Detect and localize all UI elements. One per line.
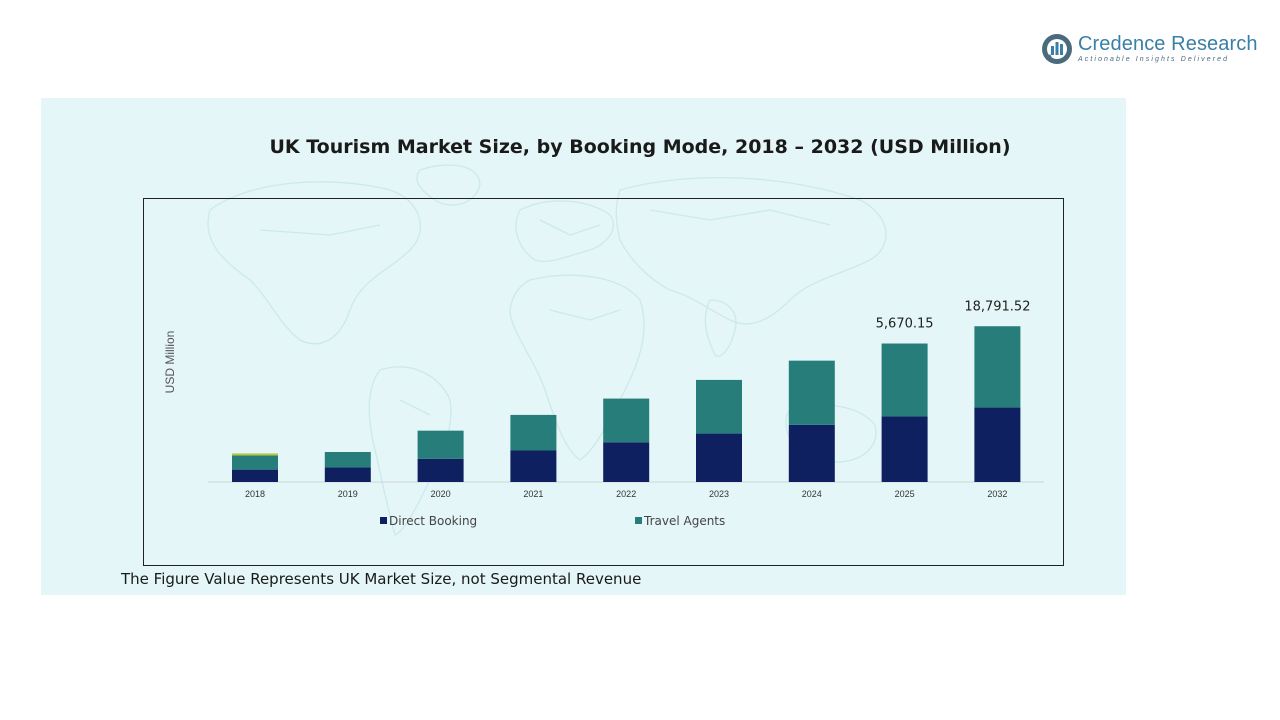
bar-accent-strip-2018 [232, 453, 278, 456]
bar-direct-booking-2024 [788, 424, 835, 482]
chart-footnote: The Figure Value Represents UK Market Si… [121, 570, 642, 588]
bar-travel-agents-2025 [881, 343, 928, 417]
chart-frame [143, 198, 1064, 566]
bar-direct-booking-2023 [696, 433, 742, 482]
bar-travel-agents-2022 [603, 398, 650, 443]
x-tick-label-2025: 2025 [895, 489, 915, 499]
x-tick-label-2024: 2024 [802, 489, 822, 499]
legend-label-direct-booking: Direct Booking [389, 514, 477, 528]
x-tick-label-2020: 2020 [431, 489, 451, 499]
bar-travel-agents-2020 [417, 430, 464, 459]
bar-direct-booking-2022 [603, 442, 650, 482]
x-tick-label-2019: 2019 [338, 489, 358, 499]
bar-direct-booking-2021 [510, 450, 557, 482]
legend-swatch-direct-booking [380, 517, 387, 524]
credence-research-logo: Credence Research Actionable Insights De… [1040, 30, 1260, 70]
world-map-watermark [207, 164, 887, 536]
bar-direct-booking-2018 [232, 469, 278, 482]
data-label-2025: 5,670.15 [876, 317, 934, 332]
bar-travel-agents-2021 [510, 414, 557, 451]
bar-direct-booking-2020 [417, 458, 464, 482]
chart-panel [41, 98, 1126, 595]
bar-travel-agents-2023 [696, 379, 742, 434]
bar-travel-agents-2018 [232, 455, 278, 470]
credence-logo-icon [1042, 34, 1072, 64]
legend-swatch-travel-agents [635, 517, 642, 524]
legend-label-travel-agents: Travel Agents [643, 514, 725, 528]
bar-direct-booking-2019 [324, 467, 371, 482]
data-label-2032: 18,791.52 [964, 299, 1030, 314]
bar-direct-booking-2032 [974, 407, 1021, 482]
bar-direct-booking-2025 [881, 416, 928, 482]
bar-travel-agents-2024 [788, 360, 835, 425]
chart-title: UK Tourism Market Size, by Booking Mode,… [269, 136, 1011, 158]
bar-travel-agents-2019 [324, 452, 371, 468]
logo-brand-name: Credence Research [1078, 33, 1258, 55]
x-tick-label-2018: 2018 [245, 489, 265, 499]
logo-tagline: Actionable Insights Delivered [1078, 56, 1230, 63]
bar-travel-agents-2032 [974, 326, 1021, 408]
y-axis-label: USD Million [163, 331, 177, 394]
x-tick-label-2022: 2022 [616, 489, 636, 499]
x-tick-label-2021: 2021 [523, 489, 543, 499]
x-tick-label-2032: 2032 [987, 489, 1007, 499]
x-tick-label-2023: 2023 [709, 489, 729, 499]
